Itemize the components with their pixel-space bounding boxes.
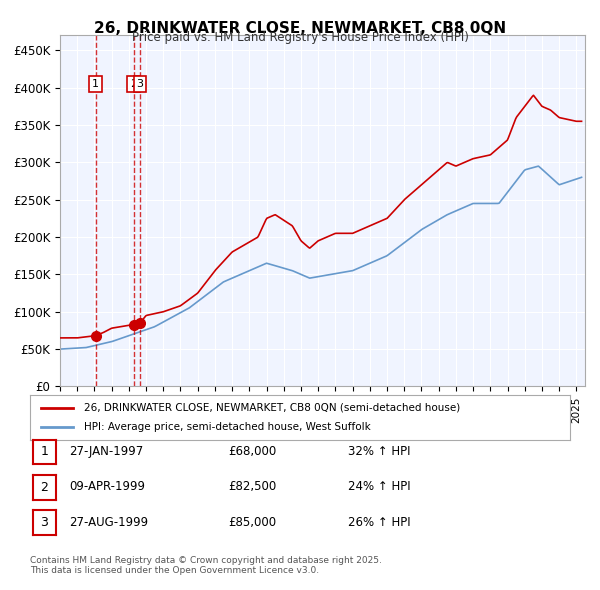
Text: 27-JAN-1997: 27-JAN-1997 <box>69 445 143 458</box>
Text: 24% ↑ HPI: 24% ↑ HPI <box>348 480 410 493</box>
Text: HPI: Average price, semi-detached house, West Suffolk: HPI: Average price, semi-detached house,… <box>84 422 371 432</box>
Text: 09-APR-1999: 09-APR-1999 <box>69 480 145 493</box>
Text: 26, DRINKWATER CLOSE, NEWMARKET, CB8 0QN (semi-detached house): 26, DRINKWATER CLOSE, NEWMARKET, CB8 0QN… <box>84 403 460 412</box>
Text: Contains HM Land Registry data © Crown copyright and database right 2025.
This d: Contains HM Land Registry data © Crown c… <box>30 556 382 575</box>
Text: £85,000: £85,000 <box>228 516 276 529</box>
Text: 26, DRINKWATER CLOSE, NEWMARKET, CB8 0QN: 26, DRINKWATER CLOSE, NEWMARKET, CB8 0QN <box>94 21 506 35</box>
Text: 3: 3 <box>40 516 49 529</box>
Text: 26% ↑ HPI: 26% ↑ HPI <box>348 516 410 529</box>
Text: 2: 2 <box>130 79 137 89</box>
Text: 1: 1 <box>92 79 99 89</box>
Text: 3: 3 <box>137 79 143 89</box>
Text: 32% ↑ HPI: 32% ↑ HPI <box>348 445 410 458</box>
Text: 2: 2 <box>40 481 49 494</box>
Text: £68,000: £68,000 <box>228 445 276 458</box>
Text: 1: 1 <box>40 445 49 458</box>
Text: Price paid vs. HM Land Registry's House Price Index (HPI): Price paid vs. HM Land Registry's House … <box>131 31 469 44</box>
Text: 27-AUG-1999: 27-AUG-1999 <box>69 516 148 529</box>
Text: £82,500: £82,500 <box>228 480 276 493</box>
